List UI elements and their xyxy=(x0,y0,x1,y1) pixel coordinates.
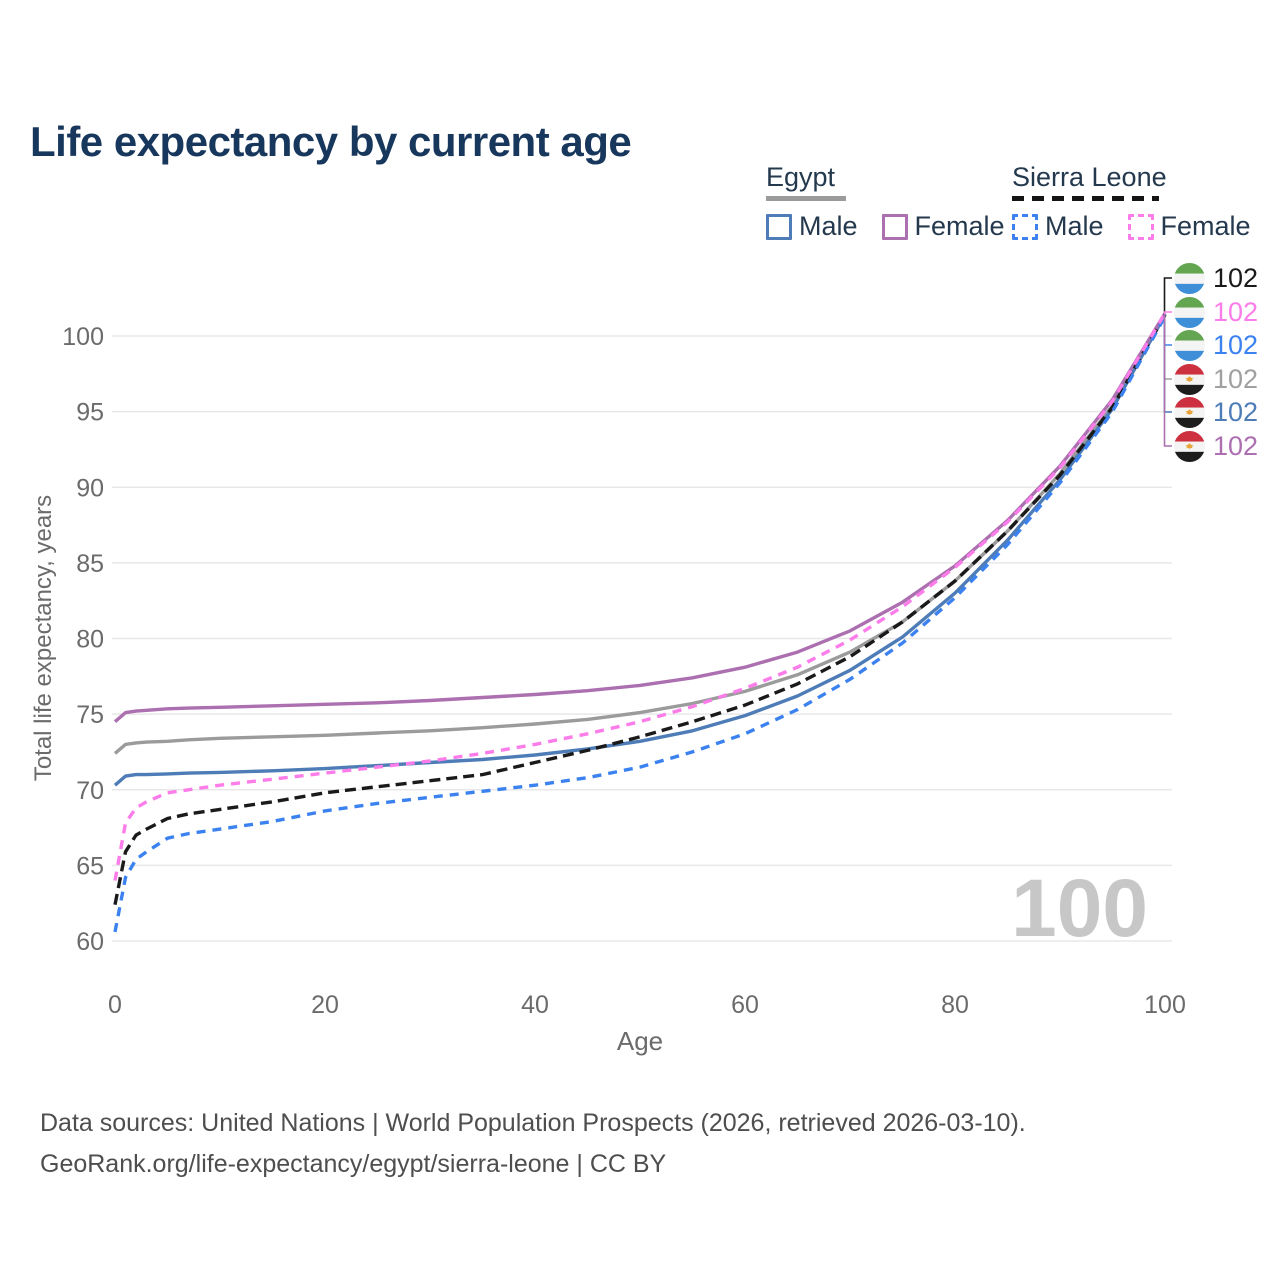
y-tick-label: 80 xyxy=(76,626,104,654)
y-axis-title: Total life expectancy, years xyxy=(30,494,57,782)
legend-group-sierra-leone: Sierra Leone Male Female xyxy=(1012,162,1275,242)
series-line-sierra-leone-female xyxy=(113,312,1167,881)
end-label-connector xyxy=(1163,314,1172,346)
legend-label-egypt-female: Female xyxy=(914,211,1005,241)
x-tick-label: 100 xyxy=(1144,991,1186,1019)
legend-item-egypt-female: Female xyxy=(881,211,1005,242)
end-value: 102 xyxy=(1213,262,1259,293)
end-value: 102 xyxy=(1213,430,1259,461)
x-tick-label: 20 xyxy=(311,991,339,1019)
sl-female-swatch-icon xyxy=(1127,213,1154,240)
end-label-row-egypt: 102 xyxy=(1174,396,1258,428)
legend-item-sl-female: Female xyxy=(1127,211,1251,242)
end-value: 102 xyxy=(1213,363,1259,394)
y-tick-label: 60 xyxy=(76,928,104,956)
end-value: 102 xyxy=(1213,296,1259,327)
y-tick-label: 75 xyxy=(76,701,104,729)
legend-country-egypt: Egypt xyxy=(766,162,836,192)
x-tick-label: 80 xyxy=(941,991,969,1019)
end-label-row-egypt: 102 xyxy=(1174,363,1258,395)
footer-sources: Data sources: United Nations | World Pop… xyxy=(40,1109,1026,1137)
egypt-female-swatch-icon xyxy=(881,213,908,240)
egypt-line-style-sample xyxy=(766,196,846,201)
end-label-connector xyxy=(1163,311,1172,315)
legend-group-egypt: Egypt Male Female xyxy=(766,162,1029,242)
end-label-connector xyxy=(1163,314,1172,447)
series-line-egypt-female xyxy=(113,312,1167,723)
series-line-sierra-leone-male xyxy=(113,315,1167,933)
end-value: 102 xyxy=(1213,396,1259,427)
end-label-connector xyxy=(1163,277,1172,315)
current-age-watermark: 100 xyxy=(1011,863,1148,954)
end-label-connector xyxy=(1163,314,1172,380)
y-tick-label: 90 xyxy=(76,474,104,502)
x-tick-label: 60 xyxy=(731,991,759,1019)
y-tick-label: 70 xyxy=(76,777,104,805)
legend-label-sl-male: Male xyxy=(1045,211,1104,241)
series-line-sierra-leone xyxy=(113,313,1167,906)
end-label-row-sierra-leone: 102 xyxy=(1174,329,1258,361)
y-tick-label: 95 xyxy=(76,399,104,427)
legend-item-egypt-male: Male xyxy=(766,211,858,242)
end-label-connector xyxy=(1163,314,1172,413)
legend-item-sl-male: Male xyxy=(1012,211,1104,242)
end-label-row-sierra-leone: 102 xyxy=(1174,262,1258,294)
sierra-leone-flag-icon xyxy=(1174,329,1205,361)
footer-attribution: GeoRank.org/life-expectancy/egypt/sierra… xyxy=(40,1149,667,1178)
sierra-leone-flag-icon xyxy=(1174,262,1205,294)
legend-label-egypt-male: Male xyxy=(799,211,858,241)
egypt-flag-icon xyxy=(1174,396,1205,428)
x-tick-label: 40 xyxy=(521,991,549,1019)
legend-country-sierra-leone: Sierra Leone xyxy=(1012,162,1167,192)
series-line-egypt xyxy=(113,313,1167,755)
egypt-flag-icon xyxy=(1174,363,1205,395)
sierra-leone-line-style-sample xyxy=(1012,196,1159,201)
x-axis-title: Age xyxy=(616,1026,664,1056)
egypt-flag-icon xyxy=(1174,430,1205,462)
y-tick-label: 65 xyxy=(76,852,104,880)
end-label-row-egypt: 102 xyxy=(1174,430,1258,462)
series-line-egypt-male xyxy=(113,313,1167,787)
page-title: Life expectancy by current age xyxy=(30,118,632,166)
sl-male-swatch-icon xyxy=(1012,213,1038,240)
end-label-row-sierra-leone: 102 xyxy=(1174,296,1258,328)
footer: Data sources: United Nations | World Pop… xyxy=(40,1103,1026,1184)
x-tick-label: 0 xyxy=(108,991,122,1019)
end-value: 102 xyxy=(1213,329,1259,360)
sierra-leone-flag-icon xyxy=(1174,296,1205,328)
egypt-male-swatch-icon xyxy=(766,213,792,240)
legend-label-sl-female: Female xyxy=(1160,211,1251,241)
y-tick-label: 100 xyxy=(62,323,104,351)
y-tick-label: 85 xyxy=(76,550,104,578)
